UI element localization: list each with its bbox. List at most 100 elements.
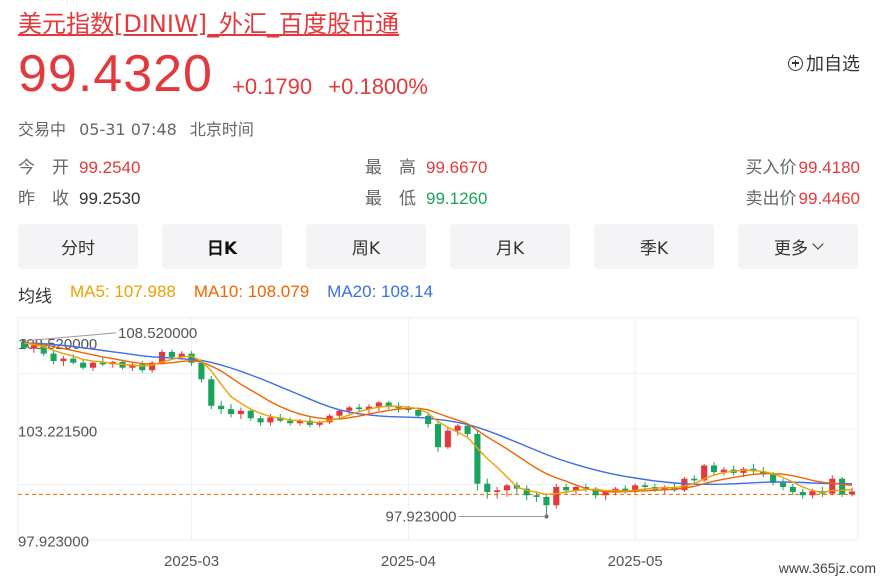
min-price-label: 97.923000: [386, 508, 457, 525]
y-tick-label: 103.221500: [18, 424, 97, 441]
quote-bid-label: 买入价: [745, 158, 797, 178]
candle-body: [829, 478, 836, 494]
ma20-legend: MA20: 108.14: [327, 282, 434, 301]
candle-body: [425, 415, 432, 425]
candle-body: [385, 402, 392, 406]
quote-open: 今 开 99.2540: [18, 153, 140, 178]
candle-body: [168, 351, 175, 357]
quote-open-label: 今 开: [18, 158, 69, 178]
tab-daily-k[interactable]: 日K: [162, 224, 282, 269]
candle-body: [681, 478, 688, 491]
candle-body: [543, 496, 550, 506]
candle-body: [257, 418, 264, 423]
candle-body: [563, 486, 570, 491]
ma-legend-label: 均线: [18, 287, 52, 307]
candle-body: [809, 491, 816, 496]
candle-body: [296, 420, 304, 424]
max-marker-line: [23, 332, 117, 342]
add-to-watchlist-button[interactable]: 加自选: [788, 50, 860, 76]
candle-body: [267, 417, 274, 423]
candle-body: [20, 342, 28, 348]
candle-body: [40, 346, 47, 354]
candle-body: [80, 362, 87, 368]
x-tick-label: 2025-05: [608, 553, 663, 570]
candle-body: [839, 478, 846, 495]
candle-body: [484, 483, 491, 492]
candle-body: [553, 486, 560, 506]
ma20-line: [23, 342, 853, 485]
trading-state: 交易中: [18, 120, 67, 139]
candle-body: [306, 420, 313, 425]
quote-datetime: 05-31 07:48: [79, 120, 177, 139]
candle-body: [198, 362, 205, 380]
candle-body: [188, 353, 195, 363]
candle-body: [336, 410, 343, 416]
x-tick-label: 2025-03: [164, 553, 219, 570]
candle-body: [247, 410, 254, 419]
candle-body: [740, 468, 747, 473]
candle-body: [365, 406, 373, 410]
candle-body: [799, 491, 806, 496]
candle-body: [789, 486, 796, 492]
y-tick-label: 97.923000: [18, 533, 89, 550]
quote-bid-value: 99.4180: [798, 158, 860, 177]
candle-body: [720, 469, 727, 473]
candle-body: [572, 486, 580, 491]
candle-body: [415, 409, 422, 416]
candle-body: [602, 491, 609, 496]
quote-ask: 卖出价 99.4460: [746, 184, 860, 209]
candle-body: [494, 490, 501, 492]
candle-body: [622, 488, 629, 492]
candle-body: [375, 402, 382, 407]
candle-body: [701, 465, 708, 481]
timezone-label: 北京时间: [189, 120, 254, 139]
candle-body: [632, 485, 639, 492]
candle-body: [533, 495, 540, 497]
price-change: +0.1790 +0.1800%: [232, 74, 428, 100]
candle-body: [641, 485, 649, 487]
candle-body: [70, 358, 77, 363]
candle-body: [277, 417, 284, 421]
candle-body: [287, 420, 294, 424]
quote-prev-close: 昨 收 99.2530: [18, 184, 140, 209]
candle-body: [444, 430, 451, 448]
candle-body: [474, 433, 481, 484]
tab-weekly-k[interactable]: 周K: [306, 224, 426, 269]
add-to-watchlist-label: 加自选: [806, 54, 860, 75]
page-title[interactable]: 美元指数[DINIW]_外汇_百度股市通: [18, 10, 400, 38]
quote-high-label: 最 高: [365, 158, 416, 178]
candle-body: [129, 364, 136, 368]
tab-monthly-k[interactable]: 月K: [450, 224, 570, 269]
change-value: +0.1790: [232, 74, 313, 99]
quote-low: 最 低 99.1260: [365, 184, 487, 209]
candle-body: [710, 465, 718, 473]
tab-quarterly-k[interactable]: 季K: [594, 224, 714, 269]
tab-more[interactable]: 更多: [738, 224, 858, 269]
candle-body: [346, 407, 353, 411]
candle-body: [139, 364, 146, 371]
quote-ask-value: 99.4460: [798, 189, 860, 208]
quote-high: 最 高 99.6670: [365, 153, 487, 178]
change-percent: +0.1800%: [328, 74, 428, 99]
candle-body: [60, 358, 67, 362]
candle-body: [50, 353, 57, 362]
candle-body: [523, 488, 530, 496]
candle-body: [218, 405, 225, 410]
tab-intraday[interactable]: 分时: [18, 224, 138, 269]
candle-body: [237, 410, 244, 415]
max-price-label: 108.520000: [118, 325, 197, 342]
candle-body: [227, 409, 235, 415]
quote-ask-label: 卖出价: [745, 189, 797, 209]
trading-status: 交易中 05-31 07:48 北京时间: [18, 116, 254, 140]
candle-body: [592, 488, 599, 496]
candle-body: [405, 408, 412, 410]
candle-body: [316, 422, 323, 425]
ma5-legend: MA5: 107.988: [70, 282, 176, 301]
quote-low-label: 最 低: [365, 189, 416, 209]
current-price: 99.4320: [18, 45, 213, 103]
ma10-legend: MA10: 108.079: [193, 282, 310, 301]
quote-prev-close-label: 昨 收: [18, 189, 69, 209]
candle-body: [30, 345, 37, 349]
plus-circle-icon: [788, 55, 803, 71]
